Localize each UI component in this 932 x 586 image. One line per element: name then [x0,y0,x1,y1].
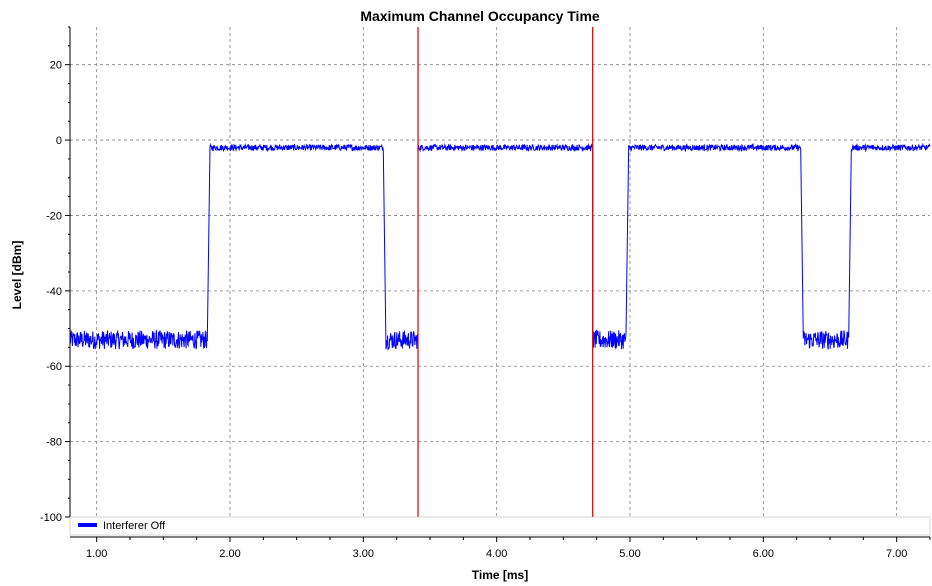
chart-title: Maximum Channel Occupancy Time [360,8,600,24]
plot-area [70,27,930,537]
x-tick-label: 1.00 [86,548,107,560]
x-tick-label: 6.00 [753,548,774,560]
y-axis-label: Level [dBm] [10,241,24,310]
x-tick-label: 2.00 [219,548,240,560]
y-axis-ticks: -100 -80 -60 -40 -20 0 20 [40,26,70,524]
series-group [69,142,931,351]
grid [70,27,930,517]
y-tick-label: -60 [46,361,62,373]
x-tick-label: 4.00 [486,548,507,560]
y-tick-label: -40 [46,286,62,298]
y-tick-label: -20 [46,210,62,222]
y-tick-label: -100 [40,512,62,524]
x-axis-ticks: 1.00 2.00 3.00 4.00 5.00 6.00 7.00 [86,537,931,560]
series-line [69,142,931,351]
x-tick-label: 3.00 [353,548,374,560]
x-tick-label: 7.00 [886,548,907,560]
legend-box [69,516,931,536]
y-tick-label: 20 [50,60,62,72]
y-tick-label: -80 [46,437,62,449]
marker-group [417,27,594,517]
x-tick-label: 5.00 [619,548,640,560]
y-tick-label: 0 [56,135,62,147]
x-axis-label: Time [ms] [472,568,528,582]
legend-label: Interferer Off [103,520,166,532]
